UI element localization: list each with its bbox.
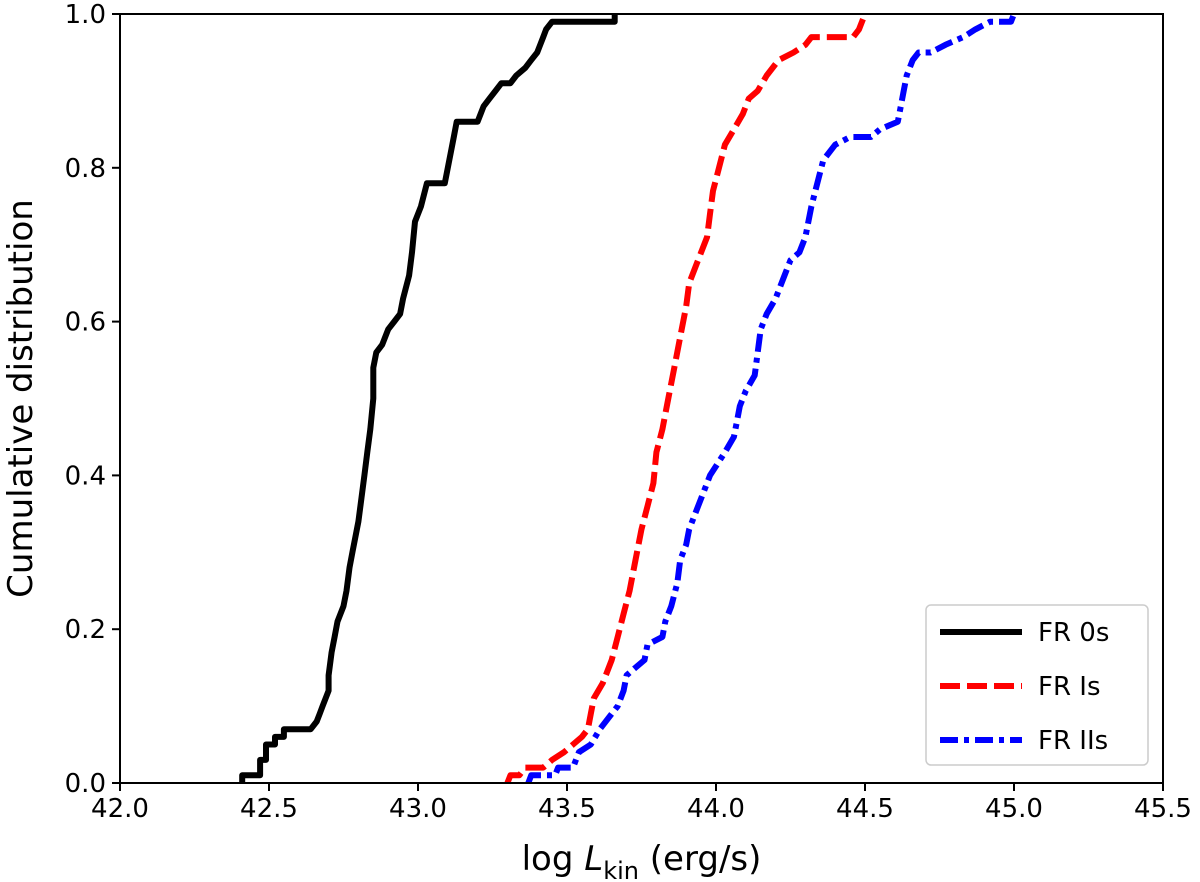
x-axis-title-symbol: L: [584, 839, 603, 879]
x-axis-title: log Lkin (erg/s): [522, 839, 762, 882]
y-tick-label: 0.4: [65, 461, 106, 491]
x-axis-title-prefix: log: [522, 839, 585, 879]
y-tick-label: 0.2: [65, 615, 106, 645]
series-line-fr-iis: [525, 12, 1017, 785]
x-axis-title-suffix: (erg/s): [639, 839, 761, 879]
legend-box: [925, 604, 1149, 766]
x-tick-label: 45.0: [985, 794, 1043, 824]
series-layer: [239, 12, 1017, 785]
x-axis-title-subscript: kin: [603, 857, 639, 882]
x-tick-label: 45.5: [1134, 794, 1192, 824]
x-tick-label: 43.0: [389, 794, 447, 824]
x-tick-label: 42.5: [240, 794, 298, 824]
y-axis: 0.0 0.2 0.4 0.6 0.8 1.0: [65, 0, 120, 799]
series-line-fr-0s: [239, 14, 618, 783]
x-tick-label: 43.5: [538, 794, 596, 824]
legend: FR 0s FR Is FR IIs: [925, 604, 1149, 766]
legend-label: FR 0s: [1038, 618, 1109, 648]
y-tick-label: 0.0: [65, 769, 106, 799]
x-tick-label: 44.0: [687, 794, 745, 824]
series-line-fr-is: [504, 12, 868, 785]
x-axis: 42.0 42.5 43.0 43.5 44.0 44.5 45.0 45.5: [91, 783, 1192, 824]
x-tick-label: 42.0: [91, 794, 149, 824]
y-axis-title: Cumulative distribution: [1, 199, 41, 598]
y-tick-label: 0.6: [65, 308, 106, 338]
y-tick-label: 0.8: [65, 154, 106, 184]
y-tick-label: 1.0: [65, 0, 106, 30]
legend-label: FR Is: [1038, 672, 1101, 702]
legend-label: FR IIs: [1038, 726, 1108, 756]
plot-frame: [119, 13, 1164, 784]
x-tick-label: 44.5: [836, 794, 894, 824]
